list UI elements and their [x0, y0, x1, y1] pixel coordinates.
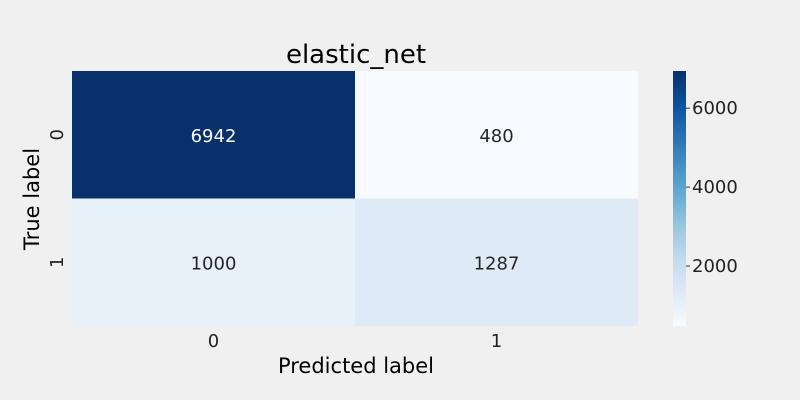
- heatmap-cell-1-1: [355, 198, 638, 326]
- x-tick-label-1: 1: [491, 331, 502, 352]
- chart-title: elastic_net: [286, 40, 426, 70]
- heatmap-cells: [72, 71, 638, 326]
- x-tick-label-0: 0: [208, 331, 219, 352]
- x-axis-label: Predicted label: [278, 354, 434, 378]
- y-axis-label: True label: [20, 148, 44, 251]
- cell-value-label-1-0: 1000: [191, 253, 237, 274]
- heatmap-cell-1-0: [72, 198, 355, 326]
- cell-value-label-1-1: 1287: [474, 253, 520, 274]
- colorbar-tick-label-2: 6000: [692, 98, 738, 119]
- colorbar-tick-label-1: 4000: [692, 177, 738, 198]
- cell-value-label-0-1: 480: [479, 126, 513, 147]
- heatmap-cell-labels: 6942 480 1000 1287: [191, 126, 520, 275]
- colorbar-ticks: 2000 4000 6000: [686, 98, 738, 277]
- y-tick-labels: 01: [47, 129, 68, 268]
- y-tick-label-0: 0: [47, 129, 68, 140]
- colorbar-tick-label-0: 2000: [692, 256, 738, 277]
- y-tick-label-1: 1: [47, 257, 68, 268]
- heatmap-cell-0-1: [355, 71, 638, 199]
- heatmap-cell-0-0: [72, 71, 355, 199]
- colorbar: [673, 71, 686, 326]
- cell-value-label-0-0: 6942: [191, 126, 237, 147]
